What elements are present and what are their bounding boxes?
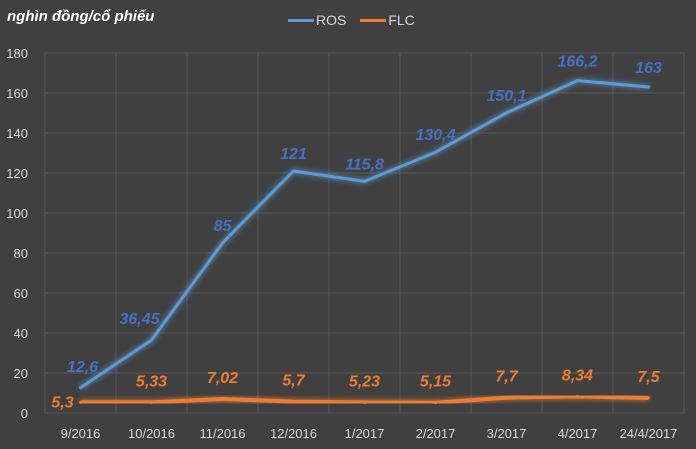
data-point-flc (79, 400, 82, 404)
legend-swatch-ros (288, 18, 314, 22)
legend: ROS FLC (288, 12, 415, 28)
data-label-flc: 5,23 (349, 374, 380, 391)
data-label-flc: 5,7 (282, 373, 305, 390)
data-point-ros (363, 179, 366, 183)
data-label-ros: 12,6 (67, 359, 98, 376)
y-tick-label: 0 (21, 406, 28, 421)
data-label-ros: 121 (280, 146, 307, 163)
data-point-flc (647, 396, 650, 400)
x-tick-label: 3/2017 (487, 426, 527, 441)
data-point-flc (221, 397, 224, 401)
legend-item-ros: ROS (288, 12, 346, 28)
data-point-ros (505, 111, 508, 115)
legend-item-flc: FLC (360, 12, 415, 28)
legend-label-ros: ROS (316, 12, 347, 28)
data-label-ros: 130,4 (415, 127, 455, 144)
data-point-flc (150, 400, 153, 404)
data-point-ros (221, 241, 224, 245)
y-axis-unit-label: nghìn đồng/cổ phiếu (7, 8, 155, 25)
y-tick-label: 40 (14, 326, 28, 341)
data-label-flc: 8,34 (562, 367, 593, 384)
data-label-flc: 5,33 (136, 373, 167, 390)
data-point-flc (505, 396, 508, 400)
data-label-ros: 163 (635, 60, 662, 77)
x-tick-label: 4/2017 (558, 426, 598, 441)
data-point-ros (292, 169, 295, 173)
data-point-flc (292, 400, 295, 404)
data-point-ros (79, 386, 82, 390)
data-point-ros (150, 338, 153, 342)
x-tick-label: 12/2016 (270, 426, 317, 441)
series-line-ros (79, 79, 649, 390)
data-point-flc (576, 394, 579, 398)
y-tick-label: 20 (14, 366, 28, 381)
data-point-ros (576, 79, 579, 83)
x-tick-label: 1/2017 (345, 426, 385, 441)
x-tick-label: 2/2017 (416, 426, 456, 441)
data-point-flc (434, 401, 437, 405)
y-tick-label: 180 (6, 46, 28, 61)
x-tick-label: 24/4/2017 (620, 426, 678, 441)
x-tick-label: 10/2016 (128, 426, 175, 441)
data-label-ros: 115,8 (345, 156, 384, 173)
data-label-ros: 85 (214, 218, 233, 235)
data-label-ros: 36,45 (119, 311, 160, 328)
y-tick-label: 120 (6, 166, 28, 181)
y-tick-label: 60 (14, 286, 28, 301)
data-point-ros (647, 85, 650, 89)
data-label-ros: 166,2 (557, 54, 597, 71)
data-label-flc: 5,15 (420, 374, 452, 391)
data-label-flc: 5,3 (51, 394, 73, 411)
data-label-flc: 7,5 (637, 369, 660, 386)
data-label-ros: 150,1 (486, 88, 526, 105)
data-label-flc: 7,02 (207, 370, 238, 387)
y-tick-label: 80 (14, 246, 28, 261)
y-tick-label: 100 (6, 206, 28, 221)
legend-swatch-flc (360, 18, 387, 22)
y-tick-label: 160 (6, 86, 28, 101)
y-tick-label: 140 (6, 126, 28, 141)
legend-label-flc: FLC (388, 12, 415, 28)
data-point-ros (434, 150, 437, 154)
x-tick-label: 9/2016 (61, 426, 101, 441)
x-tick-label: 11/2016 (199, 426, 245, 441)
data-point-flc (363, 401, 366, 405)
data-label-flc: 7,7 (495, 369, 518, 386)
